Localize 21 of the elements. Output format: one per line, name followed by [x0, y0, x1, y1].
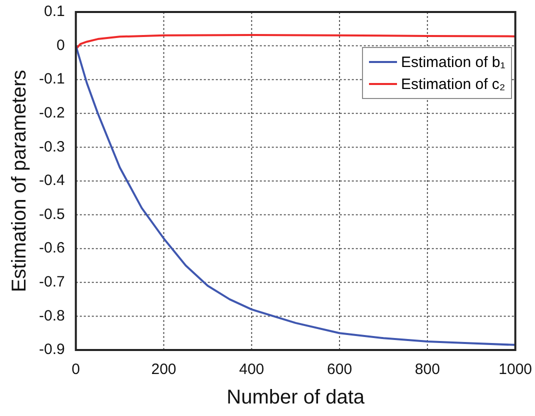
x-tick-label: 0 — [72, 361, 80, 378]
x-tick-label: 600 — [327, 361, 352, 378]
x-tick-label: 200 — [151, 361, 176, 378]
y-tick-label: -0.3 — [38, 138, 65, 156]
y-tick-label: -0.5 — [38, 206, 65, 223]
y-tick-label: -0.1 — [38, 70, 65, 88]
y-tick-label: -0.2 — [38, 104, 65, 122]
y-tick-label: -0.4 — [38, 172, 65, 190]
y-tick-label: 0.1 — [44, 3, 65, 20]
x-axis-title: Number of data — [226, 386, 366, 409]
y-tick-label: -0.8 — [38, 307, 65, 324]
y-tick-label: -0.9 — [38, 341, 65, 358]
y-tick-label: -0.7 — [38, 274, 65, 291]
y-tick-label: -0.6 — [38, 240, 65, 257]
legend-label: Estimation of b₁ — [401, 54, 506, 70]
x-tick-label: 400 — [239, 361, 264, 378]
legend-label: Estimation of c₂ — [401, 76, 506, 92]
x-tick-label: 800 — [414, 361, 440, 378]
x-tick-label: 1000 — [498, 361, 532, 378]
y-axis-title: Estimation of parameters — [8, 70, 31, 292]
y-tick-label: 0 — [56, 36, 65, 54]
